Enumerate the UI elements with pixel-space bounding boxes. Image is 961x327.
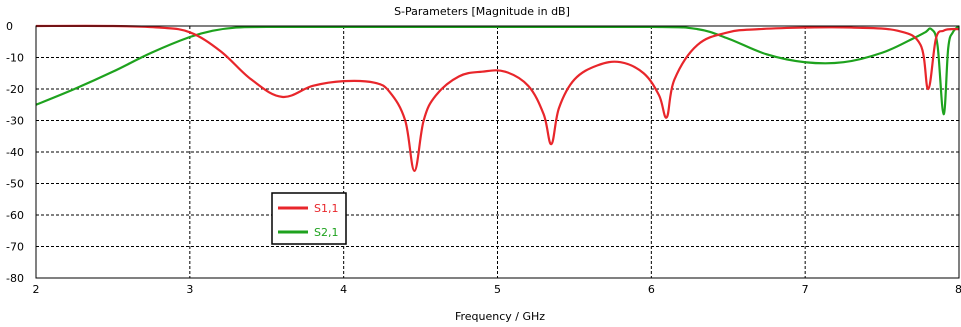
legend-label-s21: S2,1 [314, 226, 338, 239]
y-tick-label: -70 [6, 241, 24, 254]
y-tick-label: -10 [6, 52, 24, 65]
x-tick-label: 7 [802, 283, 809, 296]
y-tick-label: -60 [6, 209, 24, 222]
x-tick-label: 3 [186, 283, 193, 296]
y-tick-label: -30 [6, 115, 24, 128]
chart-title: S-Parameters [Magnitude in dB] [394, 5, 570, 18]
legend-box [271, 192, 347, 245]
y-tick-label: 0 [6, 20, 13, 33]
y-tick-label: -50 [6, 178, 24, 191]
x-axis-label: Frequency / GHz [455, 310, 545, 323]
y-tick-label: -40 [6, 146, 24, 159]
series-group [36, 24, 959, 172]
series-line-s21 [36, 25, 959, 116]
y-tick-label: -20 [6, 83, 24, 96]
plot-frame [35, 25, 960, 279]
x-tick-label: 4 [340, 283, 347, 296]
x-tick-label: 2 [33, 283, 40, 296]
x-axis-ticks: 2 3 4 5 6 7 8 [33, 283, 961, 296]
x-tick-label: 6 [648, 283, 655, 296]
grid-lines [36, 26, 959, 278]
y-tick-label: -80 [6, 272, 24, 285]
y-axis-ticks: 0 -10 -20 -30 -40 -50 -60 -70 -80 [6, 20, 24, 285]
x-tick-label: 5 [494, 283, 501, 296]
legend-label-s11: S1,1 [314, 202, 338, 215]
x-tick-label: 8 [955, 283, 961, 296]
series-line-s11 [36, 24, 959, 172]
legend: S1,1 S2,1 [271, 192, 347, 245]
